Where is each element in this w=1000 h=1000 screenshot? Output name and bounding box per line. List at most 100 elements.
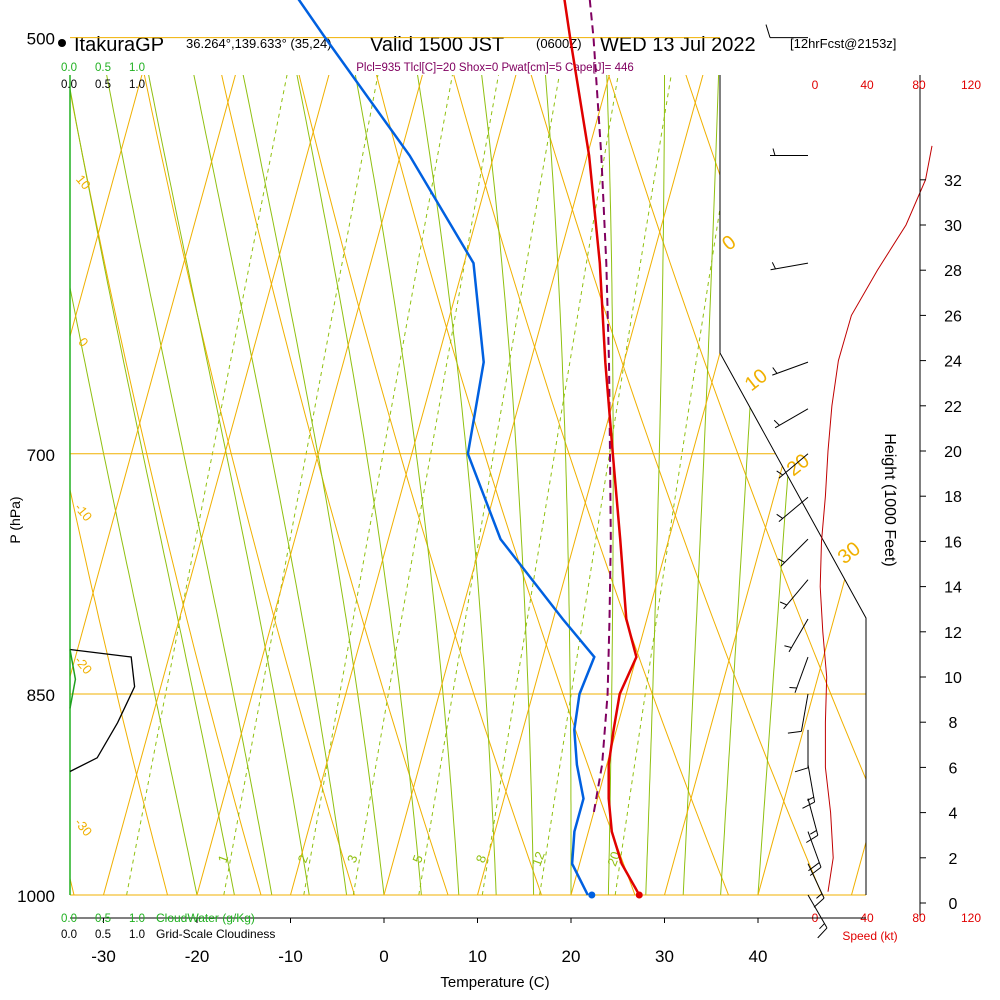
cloudiness-tick-bottom-1: 0.5 [95,929,111,941]
moist-adiabat-20 [405,75,572,895]
height-label-32: 32 [944,173,962,190]
wind-barb-half [789,687,797,689]
wind-barb-675 [773,408,809,429]
wind-barb-half [776,513,784,519]
mixing-ratio-label-2: 2 [295,853,312,865]
cloud-water-scale-bottom: 0.0 0.5 1.0 CloudWater (g/Kg) [61,911,255,925]
wind-barb-half [778,558,785,563]
isotherm-label-0: 0 [718,231,740,255]
speed-top-label-0: 0 [812,78,819,92]
temperature-label--10: -10 [278,947,303,966]
wind-barb-staff [807,798,819,836]
speed-top-label-40: 40 [860,78,874,92]
moist-adiabat--12 [70,75,273,895]
dry-adiabat-250 [70,75,185,895]
wind-barb-staff [778,496,809,523]
height-label-0: 0 [949,896,958,913]
dry-adiabat-label--10: -10 [72,500,96,524]
mixing-ratio-8 [481,75,673,895]
wind-barb-full [765,24,771,38]
moist-adiabat-12 [244,75,497,895]
height-label-22: 22 [944,399,962,416]
speed-bottom-label-80: 80 [912,911,926,925]
temperature-curve [563,0,641,896]
temperature-label-20: 20 [562,947,581,966]
wind-barb-750 [778,538,809,567]
dry-adiabat-label-10: 10 [73,172,94,193]
isotherm-label-10: 10 [741,365,772,396]
height-label-12: 12 [944,625,962,642]
wind-barb-half [771,262,776,270]
wind-barb-staff [807,764,816,803]
speed-bottom-label-40: 40 [860,911,874,925]
wind-barbs [765,24,828,939]
cloudiness-tick-bottom-2: 1.0 [129,929,145,941]
speed-top-label-80: 80 [912,78,926,92]
height-label-8: 8 [949,715,958,732]
isotherm-50 [851,75,866,895]
height-label-28: 28 [944,263,962,280]
cloudiness-tick-top-0: 0.0 [61,79,77,91]
speed-axis-title: Speed (kt) [842,929,897,943]
mixing-ratio-12 [539,75,724,895]
wind-barb-full [806,834,819,843]
wind-barb-600 [770,262,809,271]
dry-adiabat-340 [407,75,866,895]
mixing-ratio-label-12: 12 [529,849,548,868]
forecast-info: [12hrFcst@2153z] [790,36,896,51]
dry-adiabat-label-0: 0 [75,335,91,350]
isotherm-0 [383,75,866,895]
wind-barb-half [772,148,776,156]
wind-barb-full [817,927,828,939]
dewpoint-curve [297,0,596,896]
cloud-water-tick-top-1: 0.5 [95,62,111,74]
cloud-water-tick-bottom-2: 1.0 [129,913,145,925]
height-label-10: 10 [944,670,962,687]
moist-adiabat-16 [317,75,535,895]
pressure-label-700: 700 [27,446,55,465]
height-label-20: 20 [944,444,962,461]
temperature-axis: -30 -20 -10 0 10 20 30 40 [91,918,767,966]
dry-adiabat-410 [831,75,866,895]
wind-barb-staff [794,656,809,693]
dry-adiabat-260 [70,75,280,895]
height-label-18: 18 [944,489,962,506]
dry-adiabat-360 [528,75,866,895]
surface-temperature-dot [635,891,643,899]
temperature-label-10: 10 [468,947,487,966]
wind-barb-850 [787,693,809,734]
cloud-water-label: CloudWater (g/Kg) [156,911,255,925]
isobars [70,37,866,896]
height-label-30: 30 [944,218,962,235]
dry-adiabat-330 [346,75,866,895]
wind-barb-full [794,767,809,773]
cloudiness-tick-bottom-0: 0.0 [61,929,77,941]
valid-date: WED 13 Jul 2022 [600,34,756,56]
cloud-water-tick-top-0: 0.0 [61,62,77,74]
station-name: ItakuraGP [74,34,164,56]
moist-adiabat-4 [127,75,422,895]
moist-adiabats [70,75,866,895]
mixing-ratio-20 [614,75,792,895]
station-coords: 36.264°,139.633° (35,24) [186,36,332,51]
wind-barb-half [816,893,823,899]
surface-dewpoint-dot [588,891,596,899]
cloudiness-tick-top-1: 0.5 [95,79,111,91]
wind-barb-half [806,796,814,801]
station-marker-icon [58,39,66,47]
dry-adiabat-300 [164,75,659,895]
isotherm--20 [196,75,698,895]
dry-adiabat-420 [893,0,1000,955]
moist-adiabat-32 [682,75,729,895]
height-label-4: 4 [949,806,958,823]
isotherm-label-30: 30 [834,538,865,569]
moist-adiabat-40 [757,75,866,895]
wind-barb-half [810,830,817,835]
dry-adiabat-270 [70,75,374,895]
height-label-14: 14 [944,580,962,597]
isotherm-10 [477,75,866,895]
isotherm--80 [70,75,137,895]
